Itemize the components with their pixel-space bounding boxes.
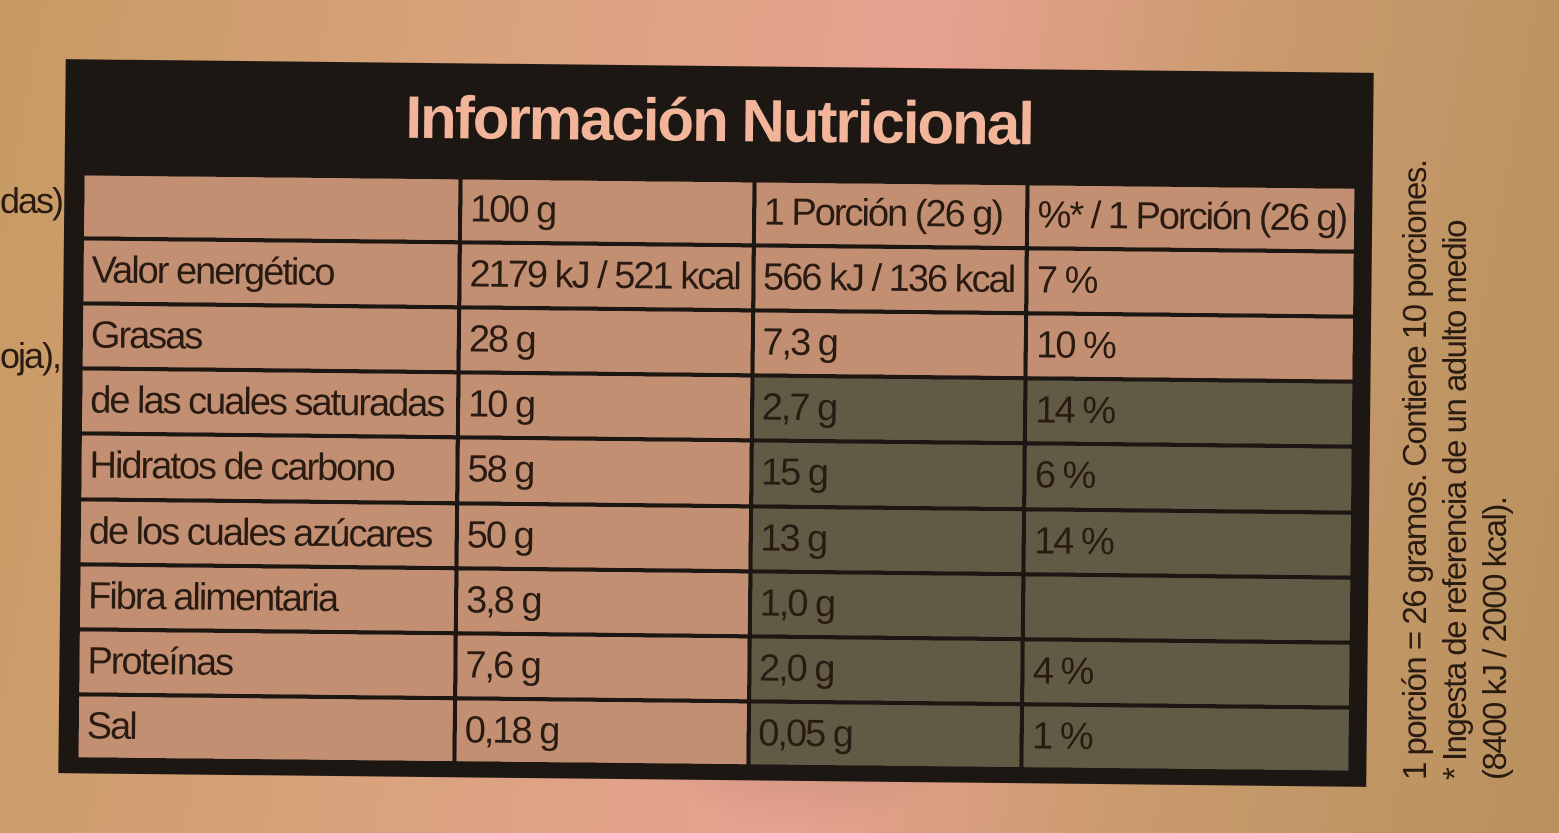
edge-fragment: das),: [0, 180, 72, 221]
cell: Proteínas: [77, 629, 456, 699]
cell: 7 %: [1026, 248, 1356, 317]
cell: [1023, 573, 1353, 643]
cell: 14 %: [1023, 508, 1354, 578]
cell: 1 %: [1021, 704, 1352, 773]
cell: 7,6 g: [455, 633, 750, 702]
cell: 100 g: [459, 177, 755, 246]
cell: 0,05 g: [747, 701, 1023, 770]
cell: 566 kJ / 136 kcal: [752, 245, 1028, 314]
cell: Grasas: [80, 303, 460, 373]
cell: 50 g: [456, 502, 751, 572]
cell: 58 g: [457, 437, 752, 506]
cell: 2,7 g: [751, 375, 1026, 444]
cell: Fibra alimentaria: [77, 563, 457, 634]
cell: 14 %: [1025, 378, 1355, 448]
cell: Valor energético: [81, 238, 460, 308]
cell: 28 g: [458, 307, 753, 376]
side-note: (8400 kJ / 2000 kcal).: [1476, 497, 1513, 781]
title: Información Nutricional: [405, 83, 1034, 158]
cell: 10 %: [1025, 313, 1356, 383]
cell: 13 g: [749, 505, 1025, 574]
cell: %* / 1 Porción (26 g): [1027, 183, 1357, 252]
side-note: * Ingesta de referencia de un adulto med…: [1436, 221, 1473, 780]
cell: 10 g: [457, 372, 753, 441]
cell: [81, 173, 461, 243]
cell: Hidratos de carbono: [79, 433, 458, 503]
cell: 4 %: [1022, 638, 1352, 708]
cell: 2179 kJ / 521 kcal: [459, 242, 754, 311]
cell: 2,0 g: [748, 636, 1024, 705]
side-notes: 1 porción = 26 gramos. Contiene 10 porci…: [1395, 160, 1515, 780]
cell: 1,0 g: [749, 571, 1024, 639]
cell: 7,3 g: [752, 310, 1027, 379]
cell: de los cuales azúcares: [78, 498, 458, 568]
cell: 0,18 g: [454, 698, 749, 767]
side-note: 1 porción = 26 gramos. Contiene 10 porci…: [1396, 160, 1433, 780]
cell: Sal: [76, 694, 456, 764]
cell: 6 %: [1024, 443, 1354, 513]
cell: 3,8 g: [455, 567, 750, 637]
cell: de las cuales saturadas: [79, 368, 459, 438]
cell: 1 Porción (26 g): [753, 180, 1028, 249]
edge-fragment: oja),: [0, 335, 62, 376]
cell: 15 g: [750, 440, 1026, 509]
